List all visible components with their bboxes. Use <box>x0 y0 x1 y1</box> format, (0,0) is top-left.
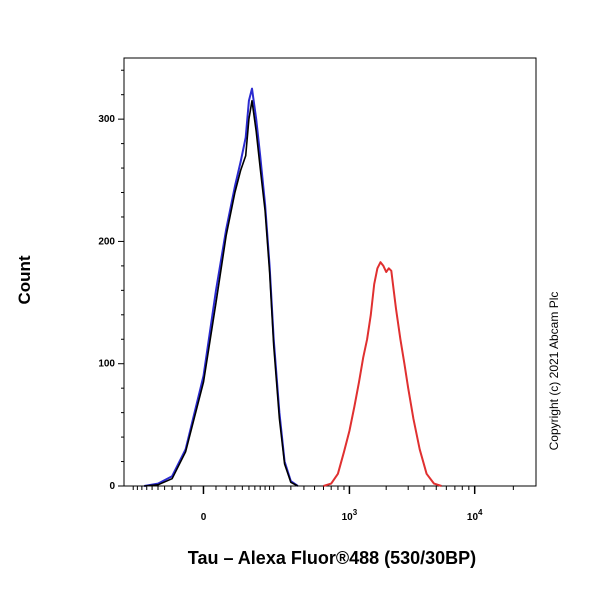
histogram-line-2 <box>144 100 299 487</box>
copyright-notice: Copyright (c) 2021 Abcam Plc <box>544 250 564 492</box>
x-tick-label: 0 <box>201 512 207 523</box>
x-axis-label: Tau – Alexa Fluor®488 (530/30BP) <box>0 548 600 569</box>
y-tick-label: 100 <box>98 359 115 370</box>
x-tick-label: 104 <box>467 508 483 523</box>
copyright-text: Copyright (c) 2021 Abcam Plc <box>547 291 561 451</box>
y-tick-label: 200 <box>98 236 115 247</box>
histogram-line-1 <box>144 87 299 487</box>
histogram-line-3 <box>323 261 442 487</box>
y-tick-label: 0 <box>109 481 115 492</box>
x-axis-label-text: Tau – Alexa Fluor®488 (530/30BP) <box>187 548 477 568</box>
x-tick-label: 103 <box>342 508 358 523</box>
plot-frame <box>123 57 537 487</box>
y-tick-label: 300 <box>98 114 115 125</box>
